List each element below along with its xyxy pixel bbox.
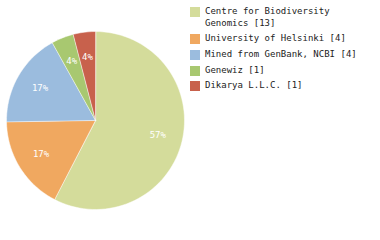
html-text:Centre for Biodiversity Genomi: Centre for Biodiversity Genomics [13] xyxy=(205,6,330,28)
html-text:Mined from GenBank, NCBI [4]: Mined from GenBank, NCBI [4] xyxy=(205,49,357,60)
html-text:University of Helsinki [4]: University of Helsinki [4] xyxy=(205,33,346,44)
svg-text:17%: 17% xyxy=(33,149,50,159)
svg-text:57%: 57% xyxy=(150,130,167,140)
svg-text:4%: 4% xyxy=(66,56,77,66)
svg-text:4%: 4% xyxy=(82,52,93,62)
html-text:Dikarya L.L.C. [1]: Dikarya L.L.C. [1] xyxy=(205,80,303,91)
html-text:Genewiz [1]: Genewiz [1] xyxy=(205,64,265,75)
svg-text:17%: 17% xyxy=(32,83,49,93)
